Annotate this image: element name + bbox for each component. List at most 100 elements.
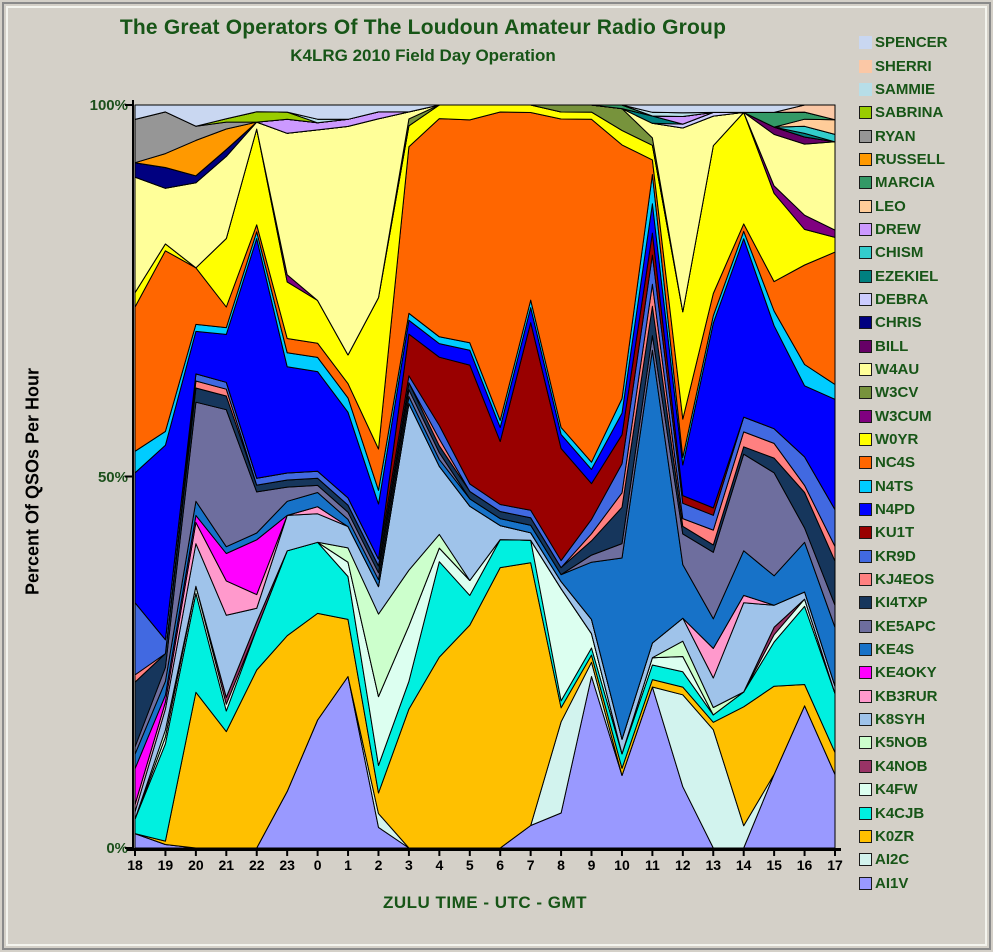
legend-item-LEO: LEO [859,194,991,217]
legend-label-DEBRA: DEBRA [875,290,929,308]
legend-item-SHERRI: SHERRI [859,54,991,77]
legend-swatch-MARCIA [859,176,872,190]
legend-item-DEBRA: DEBRA [859,288,991,311]
x-tick-label-8: 8 [557,857,565,873]
legend-swatch-AI1V [859,876,872,890]
x-tick-label-23: 23 [279,857,295,873]
x-tick-label-22: 22 [248,857,265,873]
legend-label-N4PD: N4PD [875,501,916,519]
legend-swatch-KI4TXP [859,596,872,610]
legend-swatch-SPENCER [859,36,872,50]
legend-swatch-KB3RUR [859,689,872,703]
legend-label-K5NOB: K5NOB [875,734,928,752]
legend-swatch-N4TS [859,479,872,493]
legend-item-W0YR: W0YR [859,428,991,451]
x-tick-label-16: 16 [796,857,813,873]
legend-swatch-SABRINA [859,106,872,120]
legend-label-AI1V: AI1V [875,874,909,892]
legend-swatch-KE5APC [859,619,872,633]
legend-label-KR9D: KR9D [875,547,916,565]
legend-item-N4TS: N4TS [859,475,991,498]
x-tick-label-15: 15 [766,857,782,873]
x-tick-label-3: 3 [405,857,413,873]
legend-item-KE4S: KE4S [859,638,991,661]
legend-swatch-K5NOB [859,736,872,750]
legend-item-W4AU: W4AU [859,358,991,381]
legend-label-RUSSELL: RUSSELL [875,150,946,168]
legend-item-K5NOB: K5NOB [859,731,991,754]
y-tick-label-100: 100% [89,97,128,114]
y-tick-label-0: 0% [106,840,128,857]
legend-label-N4TS: N4TS [875,477,914,495]
legend-item-K4NOB: K4NOB [859,755,991,778]
legend-item-K4FW: K4FW [859,778,991,801]
x-tick-label-1: 1 [344,857,352,873]
legend-item-K4CJB: K4CJB [859,801,991,824]
x-tick-label-20: 20 [188,857,204,873]
legend-swatch-K4CJB [859,806,872,820]
chart-subtitle: K4LRG 2010 Field Day Operation [290,46,556,65]
legend-swatch-K0ZR [859,829,872,843]
legend-item-W3CV: W3CV [859,381,991,404]
legend-label-KE4S: KE4S [875,641,915,659]
legend-swatch-SHERRI [859,59,872,73]
legend-label-KI4TXP: KI4TXP [875,594,928,612]
legend-label-W3CV: W3CV [875,384,919,402]
legend-label-DREW: DREW [875,220,921,238]
legend-swatch-RUSSELL [859,152,872,166]
legend-label-KE4OKY: KE4OKY [875,664,937,682]
legend-label-W4AU: W4AU [875,360,920,378]
legend-swatch-EZEKIEL [859,269,872,283]
chart-title: The Great Operators Of The Loudoun Amate… [119,16,727,39]
legend-swatch-DREW [859,222,872,236]
legend-swatch-DEBRA [859,292,872,306]
legend-label-KU1T: KU1T [875,524,915,542]
x-tick-label-17: 17 [827,857,843,873]
x-tick-label-10: 10 [614,857,630,873]
legend-label-RYAN: RYAN [875,127,916,145]
legend-swatch-K8SYH [859,713,872,727]
x-tick-label-5: 5 [465,857,474,873]
legend-swatch-KE4S [859,643,872,657]
x-axis-title: ZULU TIME - UTC - GMT [382,893,588,912]
legend-label-K0ZR: K0ZR [875,827,915,845]
legend-item-RYAN: RYAN [859,124,991,147]
legend-swatch-SAMMIE [859,82,872,96]
x-tick-label-21: 21 [218,857,235,873]
x-tick-label-18: 18 [127,857,143,873]
legend-item-N4PD: N4PD [859,498,991,521]
legend-swatch-AI2C [859,853,872,867]
legend-swatch-CHRIS [859,316,872,330]
legend-item-K8SYH: K8SYH [859,708,991,731]
legend-item-KB3RUR: KB3RUR [859,685,991,708]
x-tick-label-7: 7 [526,857,535,873]
x-tick-label-13: 13 [705,857,722,873]
legend-item-CHISM: CHISM [859,241,991,264]
x-tick-label-2: 2 [374,857,383,873]
legend-label-SAMMIE: SAMMIE [875,80,935,98]
x-tick-label-14: 14 [735,857,752,873]
legend-item-KR9D: KR9D [859,545,991,568]
legend-label-SHERRI: SHERRI [875,57,932,75]
legend-item-KI4TXP: KI4TXP [859,591,991,614]
x-tick-label-12: 12 [675,857,691,873]
legend-swatch-RYAN [859,129,872,143]
area-series-SPENCER [134,104,836,127]
legend-item-SABRINA: SABRINA [859,101,991,124]
legend-item-SPENCER: SPENCER [859,31,991,54]
legend-swatch-W0YR [859,433,872,447]
legend-label-SPENCER: SPENCER [875,34,948,52]
x-tick-label-11: 11 [644,857,660,873]
legend-item-NC4S: NC4S [859,451,991,474]
legend-item-KE4OKY: KE4OKY [859,661,991,684]
legend-label-CHRIS: CHRIS [875,314,922,332]
legend-label-MARCIA: MARCIA [875,174,935,192]
legend-swatch-N4PD [859,503,872,517]
legend-label-W0YR: W0YR [875,431,919,449]
legend-label-KJ4EOS: KJ4EOS [875,571,935,589]
legend-item-KE5APC: KE5APC [859,615,991,638]
legend-label-K4FW: K4FW [875,781,918,799]
legend-swatch-NC4S [859,456,872,470]
legend-label-CHISM: CHISM [875,244,924,262]
